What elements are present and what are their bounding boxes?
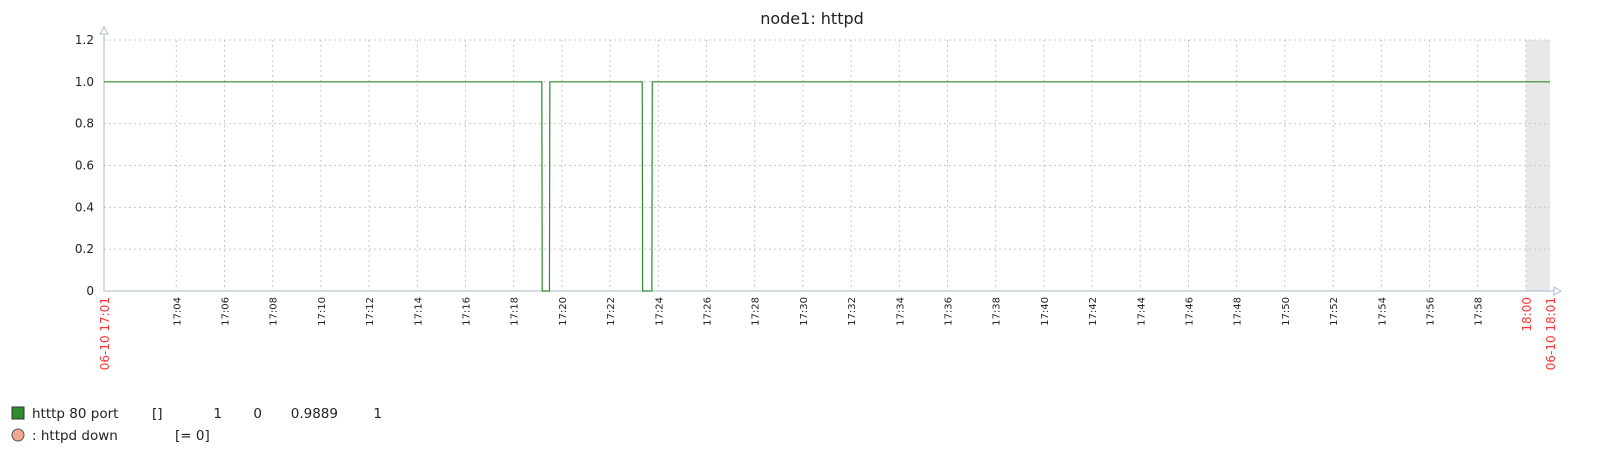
legend-trigger-condition: [= 0] <box>175 428 210 444</box>
x-tick-label: 17:54 <box>1377 297 1388 326</box>
y-tick-label: 0 <box>86 284 94 298</box>
x-tick-label: 17:36 <box>944 297 955 326</box>
legend: htttp 80 port [] 1 0 0.9889 1 : httpd do… <box>11 406 382 444</box>
x-tick-label: 17:06 <box>221 297 232 326</box>
x-tick-label: 17:18 <box>510 297 521 326</box>
y-tick-label: 0.8 <box>75 117 94 131</box>
series-group <box>104 81 1550 292</box>
x-tick-label: 17:22 <box>606 297 617 326</box>
legend-series-func: [] <box>152 406 163 422</box>
x-tick-label: 17:42 <box>1088 297 1099 326</box>
chart-title: node1: httpd <box>760 9 864 28</box>
legend-value-last: 1 <box>213 406 222 422</box>
legend-value-max: 1 <box>373 406 382 422</box>
legend-swatch-series <box>11 406 25 420</box>
x-tick-label: 17:46 <box>1185 297 1196 326</box>
x-tick-label: 17:30 <box>799 297 810 326</box>
legend-trigger-icon <box>11 428 25 442</box>
legend-value-min: 0 <box>253 406 262 422</box>
x-tick-label: 17:20 <box>558 297 569 326</box>
x-tick-label: 17:34 <box>895 297 906 326</box>
x-tick-label: 17:56 <box>1426 297 1437 326</box>
x-tick-label: 17:16 <box>462 297 473 326</box>
x-edge-tick-label: 18:00 <box>1520 297 1534 332</box>
x-tick-label: 17:58 <box>1474 297 1485 326</box>
y-tick-label: 1.0 <box>75 75 94 89</box>
x-tick-label: 17:40 <box>1040 297 1051 326</box>
x-tick-label: 17:10 <box>317 297 328 326</box>
x-tick-label: 17:12 <box>365 297 376 326</box>
x-tick-label: 17:44 <box>1136 297 1147 326</box>
x-tick-label: 17:24 <box>654 297 665 326</box>
x-tick-label: 17:14 <box>413 297 424 326</box>
x-tick-label: 17:28 <box>751 297 762 326</box>
x-tick-label: 17:32 <box>847 297 858 326</box>
legend-series-name: htttp 80 port <box>32 406 118 422</box>
x-tick-labels: 17:04 17:06 17:08 17:10 17:12 17:14 17:16 17:18… <box>98 297 1558 370</box>
y-tick-label: 1.2 <box>75 33 94 47</box>
x-edge-tick-label: 06-10 18:01 <box>1544 297 1558 370</box>
y-tick-labels: 0 0.2 0.4 0.6 0.8 1.0 1.2 <box>75 33 94 298</box>
x-edge-tick-label: 06-10 17:01 <box>98 297 112 370</box>
x-tick-label: 17:48 <box>1233 297 1244 326</box>
x-tick-label: 17:50 <box>1281 297 1292 326</box>
x-axis-arrow <box>1553 286 1563 296</box>
x-tick-label: 17:04 <box>172 297 183 326</box>
y-axis-arrow <box>99 25 109 35</box>
series-line <box>104 81 1550 292</box>
vertical-grid <box>175 40 1527 291</box>
y-tick-label: 0.2 <box>75 242 94 256</box>
legend-trigger-name: : httpd down <box>32 428 118 444</box>
x-tick-label: 17:52 <box>1329 297 1340 326</box>
x-tick-label: 17:08 <box>269 297 280 326</box>
legend-value-avg: 0.9889 <box>291 406 338 422</box>
x-tick-label: 17:38 <box>992 297 1003 326</box>
x-tick-label: 17:26 <box>703 297 714 326</box>
y-tick-label: 0.6 <box>75 159 94 173</box>
y-tick-label: 0.4 <box>75 200 94 214</box>
